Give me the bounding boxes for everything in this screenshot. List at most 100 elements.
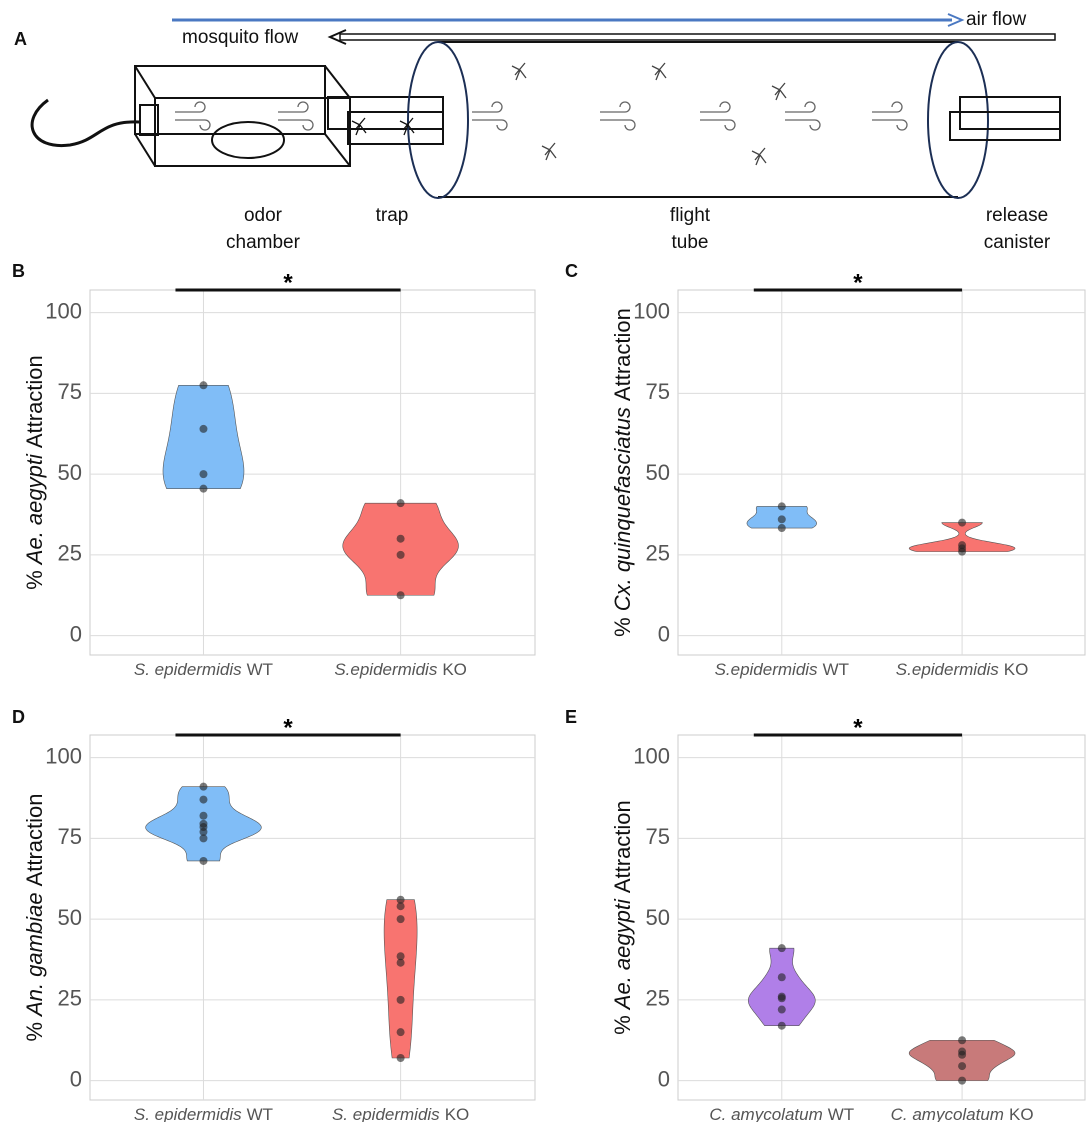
data-point xyxy=(397,1028,405,1036)
data-point xyxy=(397,915,405,923)
data-point xyxy=(958,1051,966,1059)
y-axis-label-part: % xyxy=(610,617,635,637)
data-point xyxy=(397,499,405,507)
data-point xyxy=(778,944,786,952)
y-axis-label-part: Ae. aegypti xyxy=(22,453,47,566)
y-axis-label: %Ae. aegyptiAttraction xyxy=(610,800,635,1035)
data-point xyxy=(778,1022,786,1030)
y-axis-label-part: Attraction xyxy=(22,793,47,886)
plot-border xyxy=(90,290,535,655)
component-label: odor xyxy=(244,205,283,226)
y-axis-label: %Ae. aegyptiAttraction xyxy=(22,355,47,590)
category-strain: WT xyxy=(247,660,273,679)
category-species: S. epidermidis xyxy=(134,660,242,679)
canister-front xyxy=(950,112,1060,140)
plot-border xyxy=(678,290,1085,655)
y-tick-label: 100 xyxy=(45,743,82,768)
significance-star: * xyxy=(283,269,293,296)
y-tick-label: 25 xyxy=(646,541,670,566)
odor-chamber-front xyxy=(155,98,350,166)
category-species: C. amycolatum xyxy=(709,1105,822,1122)
data-point xyxy=(199,857,207,865)
component-label: canister xyxy=(984,232,1051,253)
panel-letter: A xyxy=(14,29,27,49)
data-point xyxy=(199,783,207,791)
category-strain: WT xyxy=(828,1105,854,1122)
data-point xyxy=(199,470,207,478)
data-point xyxy=(397,591,405,599)
significance-star: * xyxy=(853,714,863,741)
x-tick-label: S.epidermidis KO xyxy=(896,660,1029,679)
y-axis-label-part: Cx. quinquefasciatus xyxy=(610,407,635,611)
y-tick-label: 100 xyxy=(633,298,670,323)
category-strain: WT xyxy=(823,660,849,679)
y-axis-label-part: Ae. aegypti xyxy=(610,898,635,1011)
tube-end xyxy=(408,42,468,198)
y-tick-label: 75 xyxy=(646,824,670,849)
data-point xyxy=(397,551,405,559)
category-species: S.epidermidis xyxy=(715,660,818,679)
edge xyxy=(135,134,155,166)
y-tick-label: 75 xyxy=(58,824,82,849)
data-point xyxy=(199,834,207,842)
y-axis-label-part: An. gambiae xyxy=(22,892,47,1018)
data-point xyxy=(199,485,207,493)
category-species: S.epidermidis xyxy=(896,660,999,679)
data-point xyxy=(397,902,405,910)
significance-star: * xyxy=(853,269,863,296)
violin xyxy=(909,1040,1015,1080)
edge xyxy=(135,66,155,98)
category-strain: KO xyxy=(442,660,467,679)
data-point xyxy=(199,812,207,820)
y-tick-label: 0 xyxy=(658,1066,670,1091)
category-species: C. amycolatum xyxy=(891,1105,1004,1122)
significance-star: * xyxy=(283,714,293,741)
edge xyxy=(325,134,350,166)
y-axis-label: % Cx. quinquefasciatus Attraction xyxy=(610,308,635,637)
data-point xyxy=(958,1062,966,1070)
y-tick-label: 0 xyxy=(70,621,82,646)
category-species: S. epidermidis xyxy=(134,1105,242,1122)
data-point xyxy=(199,425,207,433)
data-point xyxy=(778,973,786,981)
y-tick-label: 50 xyxy=(646,460,670,485)
category-species: S. epidermidis xyxy=(332,1105,440,1122)
component-label: chamber xyxy=(226,232,301,253)
component-label: tube xyxy=(672,232,709,253)
diagram: A air flow mosquito flow xyxy=(14,9,1060,198)
y-tick-label: 75 xyxy=(646,379,670,404)
component-label: trap xyxy=(376,205,409,226)
plot-border xyxy=(678,735,1085,1100)
category-strain: KO xyxy=(445,1105,470,1122)
y-axis-label-part: % xyxy=(22,1022,47,1042)
y-tick-label: 100 xyxy=(45,298,82,323)
y-axis-label-part: Attraction xyxy=(22,355,47,448)
y-axis-label: % An. gambiae Attraction xyxy=(22,793,47,1041)
category-strain: KO xyxy=(1004,660,1029,679)
cable xyxy=(32,100,140,146)
data-point xyxy=(778,502,786,510)
x-tick-label: S. epidermidis KO xyxy=(332,1105,469,1122)
y-tick-label: 50 xyxy=(58,905,82,930)
panel-letter: C xyxy=(565,261,578,281)
panel-letter: D xyxy=(12,707,25,727)
x-tick-label: S.epidermidis WT xyxy=(715,660,849,679)
mosquito-arrow xyxy=(340,34,1055,40)
data-point xyxy=(958,1077,966,1085)
x-tick-label: S.epidermidisKO xyxy=(334,660,467,679)
component-label: release xyxy=(986,205,1048,226)
data-point xyxy=(958,1036,966,1044)
data-point xyxy=(397,1054,405,1062)
y-tick-label: 0 xyxy=(70,1066,82,1091)
figure: A air flow mosquito flow xyxy=(0,0,1088,1122)
y-tick-label: 25 xyxy=(58,986,82,1011)
data-point xyxy=(397,535,405,543)
panel-letter: B xyxy=(12,261,25,281)
y-axis-label-part: % xyxy=(610,1015,635,1035)
y-axis-label-part: Attraction xyxy=(610,308,635,401)
data-point xyxy=(397,959,405,967)
data-point xyxy=(958,548,966,556)
